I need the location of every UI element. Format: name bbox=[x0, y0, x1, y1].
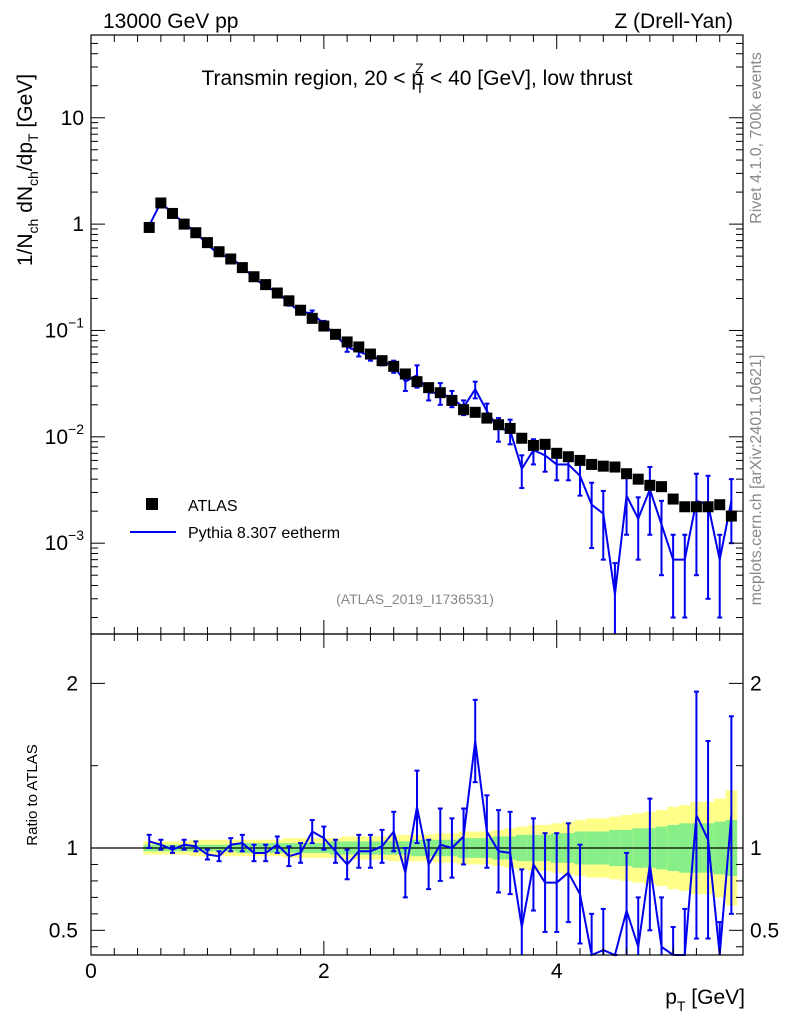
atlas-data-point bbox=[271, 287, 283, 299]
main-y-tick-label: 10−3 bbox=[45, 527, 85, 555]
atlas-data-point bbox=[690, 501, 702, 513]
main-panel: 10 1 10−1 10−2 10−3 Transmin region, 20 < pZ… bbox=[14, 34, 744, 635]
x-tick-label: 2 bbox=[318, 960, 330, 983]
atlas-data-point bbox=[353, 341, 365, 353]
title-post: < 40 [GeV], low thrust bbox=[424, 67, 633, 90]
header-left-label: 13000 GeV pp bbox=[103, 10, 238, 33]
ylabel-c: /dp bbox=[14, 142, 37, 171]
ratio-y-tick-label-left: 2 bbox=[66, 672, 78, 695]
atlas-data-point bbox=[644, 479, 656, 491]
legend-pythia-label: Pythia 8.307 eetherm bbox=[188, 525, 340, 542]
atlas-data-point bbox=[155, 197, 167, 209]
main-plot-frame bbox=[90, 34, 744, 635]
atlas-data-point bbox=[527, 439, 539, 451]
x-tick-label: 4 bbox=[551, 960, 563, 983]
atlas-data-point bbox=[574, 454, 586, 466]
atlas-data-point bbox=[283, 295, 295, 307]
atlas-data-point bbox=[504, 422, 516, 434]
atlas-data-point bbox=[225, 253, 237, 265]
atlas-data-point bbox=[143, 221, 155, 233]
main-y-tick-label: 10−2 bbox=[45, 421, 85, 449]
title-sup: Z bbox=[415, 60, 424, 76]
atlas-data-point bbox=[714, 499, 726, 511]
ratio-plot-frame bbox=[90, 633, 744, 956]
ratio-y-tick-label-left: 0.5 bbox=[49, 919, 78, 942]
atlas-data-point bbox=[632, 473, 644, 485]
atlas-data-point bbox=[702, 501, 714, 513]
atlas-data-point bbox=[376, 355, 388, 367]
atlas-data-point bbox=[318, 320, 330, 332]
atlas-data-point bbox=[656, 481, 667, 493]
x-tick-label: 0 bbox=[85, 960, 97, 983]
atlas-data-point bbox=[330, 328, 341, 340]
atlas-data-point bbox=[260, 279, 272, 291]
atlas-data-point bbox=[167, 207, 178, 219]
ratio-series-line bbox=[148, 740, 733, 957]
legend-atlas-marker bbox=[146, 498, 158, 510]
ylabel-d: [GeV] bbox=[14, 74, 37, 134]
atlas-data-point bbox=[621, 468, 633, 480]
ratio-y-tick-label-left: 1 bbox=[66, 837, 78, 860]
ratio-y-tick-label-right: 1 bbox=[750, 837, 762, 860]
atlas-data-point bbox=[399, 368, 411, 380]
atlas-data-point bbox=[493, 419, 504, 431]
ylabel-b: dN bbox=[14, 186, 37, 219]
ratio-axis-ticks: 0.5 0.5 1 1 2 2 0 2 4 bbox=[49, 634, 779, 983]
atlas-data-point bbox=[562, 451, 574, 463]
main-y-axis-label: 1/Nch dNch/dpT [GeV] bbox=[14, 74, 41, 266]
atlas-data-point bbox=[458, 404, 470, 416]
atlas-data-point bbox=[539, 438, 551, 450]
atlas-data-point bbox=[679, 501, 691, 513]
atlas-data-point bbox=[516, 432, 528, 444]
atlas-data-point bbox=[434, 387, 446, 399]
atlas-data-point bbox=[423, 382, 435, 394]
ratio-data-marks bbox=[91, 690, 743, 957]
atlas-data-point bbox=[178, 218, 190, 230]
x-axis-label: pT [GeV] bbox=[665, 986, 745, 1014]
main-y-tick-label: 10−1 bbox=[45, 314, 85, 342]
ylabel-c-sub: T bbox=[25, 133, 41, 142]
main-plot-title: Transmin region, 20 < pZ T < 40 [GeV], lo… bbox=[201, 60, 632, 96]
main-y-tick-label: 1 bbox=[72, 213, 84, 236]
ylabel-b-sub: ch bbox=[25, 171, 41, 186]
atlas-data-point bbox=[469, 406, 481, 418]
ylabel-a: 1/N bbox=[14, 233, 37, 266]
title-sub: T bbox=[416, 80, 425, 96]
header-right-label: Z (Drell-Yan) bbox=[614, 10, 733, 33]
rivet-version-label: Rivet 4.1.0, 700k events bbox=[748, 52, 765, 224]
atlas-data-point bbox=[306, 312, 318, 324]
main-data-marks bbox=[143, 197, 737, 634]
atlas-data-point bbox=[295, 304, 307, 316]
atlas-data-point bbox=[609, 461, 621, 473]
atlas-data-point bbox=[411, 376, 423, 388]
atlas-data-point bbox=[667, 493, 679, 505]
atlas-data-point bbox=[725, 510, 737, 522]
main-axis-ticks: 10 1 10−1 10−2 10−3 bbox=[45, 34, 744, 634]
mcplots-source-label: mcplots.cern.ch [arXiv:2401.10621] bbox=[748, 355, 765, 606]
atlas-data-point bbox=[236, 262, 248, 274]
atlas-data-point bbox=[190, 227, 202, 239]
atlas-data-point bbox=[248, 271, 260, 283]
atlas-data-point bbox=[551, 447, 563, 459]
atlas-data-point bbox=[446, 394, 458, 406]
ratio-y-axis-label: Ratio to ATLAS bbox=[24, 744, 41, 845]
ratio-panel: 0.5 0.5 1 1 2 2 0 2 4 Ratio to ATLAS bbox=[24, 633, 779, 983]
ratio-y-tick-label-right: 2 bbox=[750, 672, 762, 695]
atlas-data-point bbox=[388, 360, 400, 372]
analysis-id-watermark: (ATLAS_2019_I1736531) bbox=[336, 591, 494, 607]
atlas-data-point bbox=[201, 237, 213, 249]
ratio-y-tick-label-right: 0.5 bbox=[750, 919, 779, 942]
legend: ATLAS Pythia 8.307 eetherm bbox=[130, 498, 340, 542]
ylabel-a-sub: ch bbox=[25, 219, 41, 234]
atlas-data-point bbox=[586, 458, 598, 470]
atlas-data-point bbox=[213, 246, 225, 258]
atlas-data-point bbox=[364, 348, 376, 360]
atlas-data-point bbox=[597, 460, 609, 472]
main-y-tick-label: 10 bbox=[61, 107, 84, 130]
atlas-data-point bbox=[341, 336, 353, 348]
title-pre: Transmin region, 20 < p bbox=[201, 67, 423, 90]
atlas-data-point bbox=[481, 412, 493, 424]
legend-atlas-label: ATLAS bbox=[188, 498, 238, 515]
